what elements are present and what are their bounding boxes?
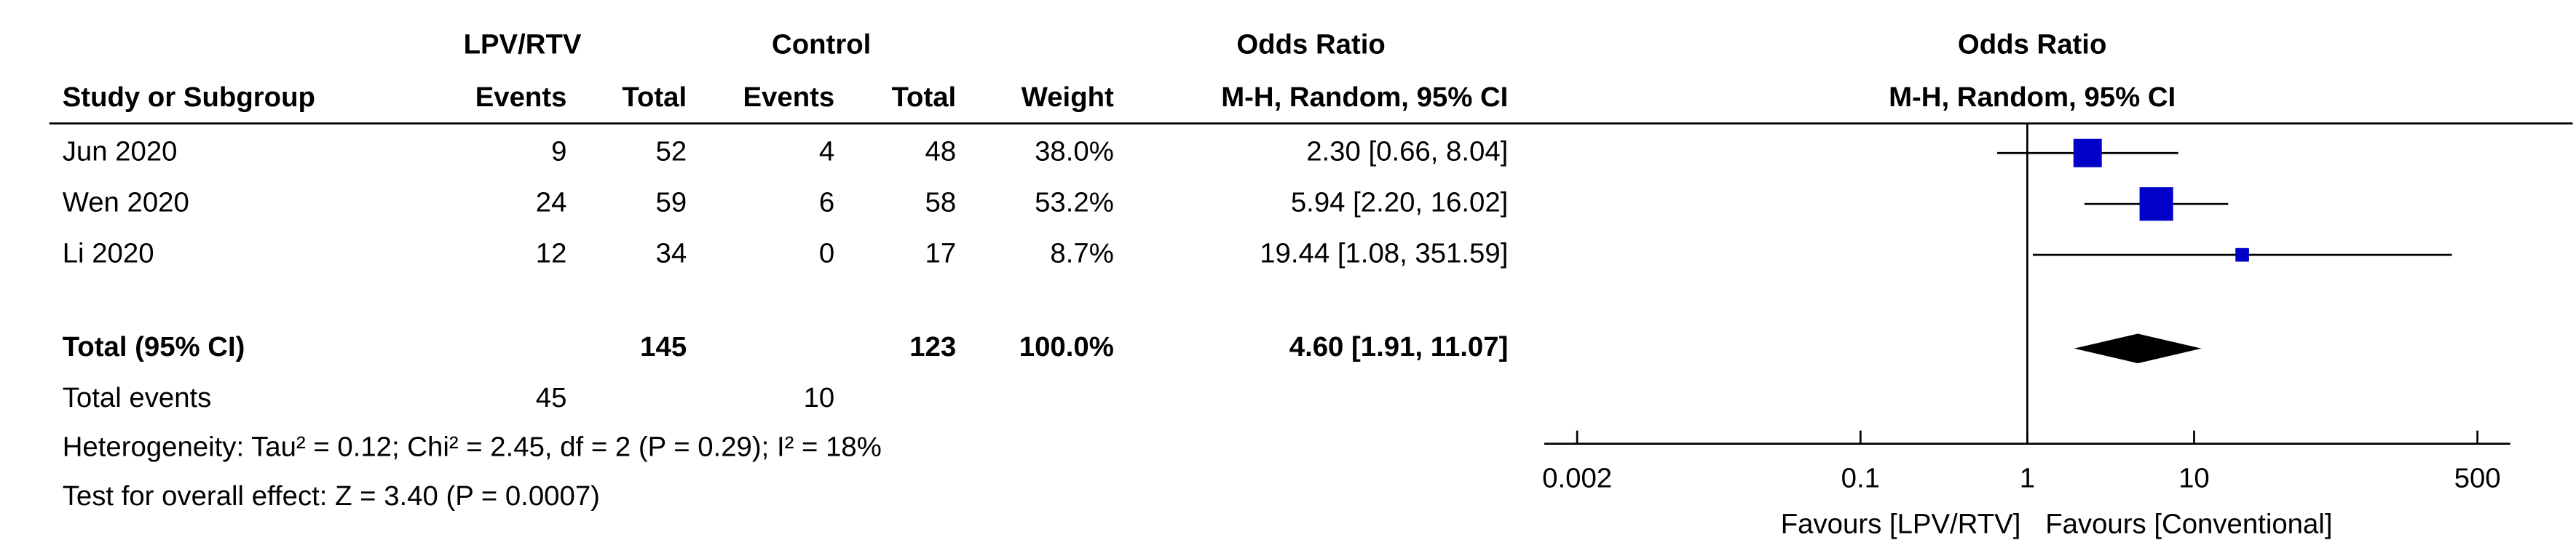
x-tick-label: 1	[2020, 462, 2035, 493]
total-diamond	[2074, 333, 2202, 364]
cell-total2: 123	[909, 331, 956, 362]
cell-ci-label: 19.44 [1.08, 351.59]	[1260, 237, 1508, 269]
cell-name: Wen 2020	[63, 186, 189, 218]
method-header: M-H, Random, 95% CI	[1221, 82, 1508, 113]
cell-events2: 4	[819, 135, 834, 167]
cell-events1: 12	[536, 237, 567, 269]
cell-total1: 145	[640, 331, 687, 362]
x-tick-label: 500	[2454, 462, 2501, 493]
cell-weight-label: 8.7%	[1050, 237, 1113, 269]
favours-right: Favours [Conventional]	[2045, 509, 2332, 540]
cell-weight-label: 100.0%	[1019, 331, 1114, 362]
cell-total1: 59	[656, 186, 687, 218]
cell-ci-label: 2.30 [0.66, 8.04]	[1306, 135, 1508, 167]
study-header: Study or Subgroup	[63, 82, 315, 113]
plot-title: Odds Ratio	[1958, 29, 2107, 60]
cell-events1: 9	[551, 135, 566, 167]
x-tick-label: 10	[2178, 462, 2210, 493]
cell-name: Total events	[63, 382, 212, 413]
cell-total1: 52	[656, 135, 687, 167]
overall-effect: Test for overall effect: Z = 3.40 (P = 0…	[63, 480, 600, 512]
cell-name: Jun 2020	[63, 135, 178, 167]
events2-header: Events	[743, 82, 834, 113]
cell-ci-label: 5.94 [2.20, 16.02]	[1291, 186, 1508, 218]
heterogeneity: Heterogeneity: Tau² = 0.12; Chi² = 2.45,…	[63, 432, 882, 463]
study-square	[2139, 187, 2173, 221]
weight-header: Weight	[1022, 82, 1114, 113]
total2-header: Total	[891, 82, 956, 113]
cell-events2: 6	[819, 186, 834, 218]
favours-left: Favours [LPV/RTV]	[1781, 509, 2021, 540]
cell-events1: 45	[536, 382, 567, 413]
plot-subtitle: M-H, Random, 95% CI	[1889, 82, 2176, 113]
cell-total2: 58	[925, 186, 957, 218]
effect-header: Odds Ratio	[1236, 29, 1386, 60]
events1-header: Events	[475, 82, 567, 113]
group2-header: Control	[772, 29, 871, 60]
cell-events1: 24	[536, 186, 567, 218]
cell-total2: 17	[925, 237, 957, 269]
cell-weight-label: 38.0%	[1035, 135, 1114, 167]
x-tick-label: 0.1	[1841, 462, 1880, 493]
x-tick-label: 0.002	[1542, 462, 1612, 493]
cell-name: Total (95% CI)	[63, 331, 245, 362]
study-square	[2073, 138, 2102, 167]
total1-header: Total	[622, 82, 687, 113]
cell-total2: 48	[925, 135, 957, 167]
cell-events2: 10	[804, 382, 835, 413]
cell-total1: 34	[656, 237, 687, 269]
cell-ci-label: 4.60 [1.91, 11.07]	[1289, 331, 1509, 362]
cell-weight-label: 53.2%	[1035, 186, 1114, 218]
cell-name: Li 2020	[63, 237, 154, 269]
group1-header: LPV/RTV	[464, 29, 582, 60]
cell-events2: 0	[819, 237, 834, 269]
study-square	[2235, 247, 2249, 262]
